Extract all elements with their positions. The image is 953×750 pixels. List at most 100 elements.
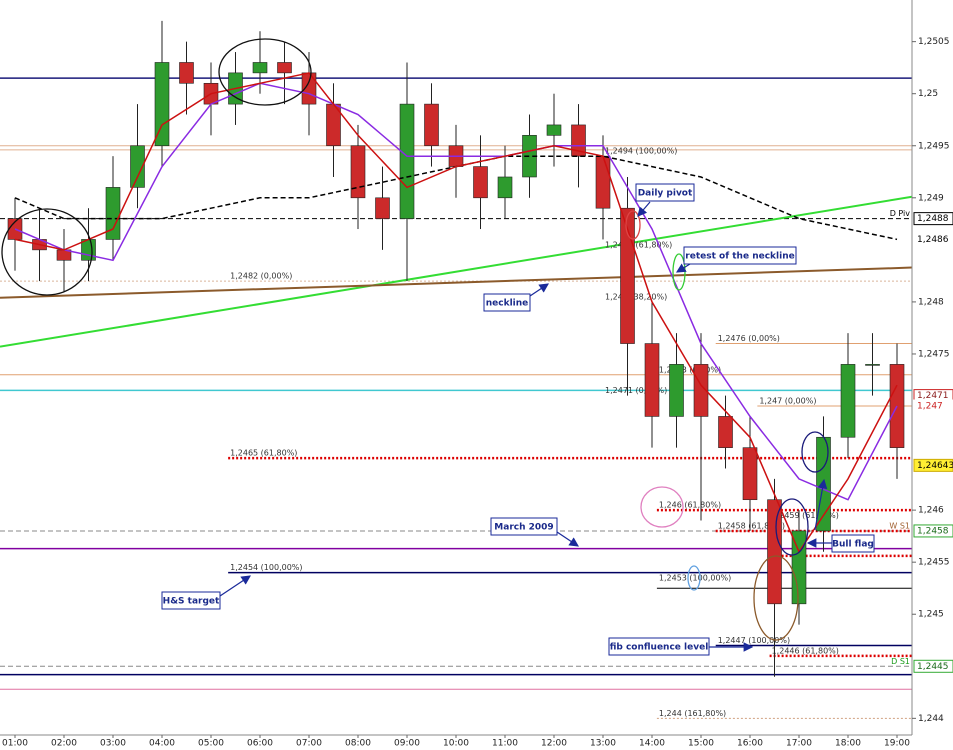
price-tag-label: 1,24643	[917, 461, 953, 471]
fib-label: 1,2458 (61,80%)	[718, 521, 785, 530]
callout-text: retest of the neckline	[685, 252, 794, 262]
trendline	[0, 266, 913, 299]
candle-body	[81, 239, 96, 261]
candle-body	[473, 166, 488, 199]
candle-body	[179, 62, 194, 84]
plot-area: 1,2494 (100,00%) 1,2482 (0,00%) 1,2485 (61…	[0, 20, 913, 719]
x-tick-label: 15:00	[688, 739, 714, 749]
moving-average	[14, 72, 898, 554]
candle-body	[277, 62, 292, 74]
highlight-ellipse	[218, 38, 312, 106]
right-axis-bg	[912, 0, 953, 750]
candle-body	[375, 197, 390, 219]
fib-label: 1,2471 (0,00%)	[605, 386, 667, 395]
candle-body	[350, 145, 366, 199]
highlight-ellipse	[775, 498, 809, 556]
candle-body	[840, 364, 856, 438]
candle-body	[424, 103, 439, 147]
fib-label: 1,2482 (0,00%)	[230, 272, 292, 281]
highlight-ellipse	[801, 431, 829, 473]
y-tick-label: 1,25	[918, 89, 938, 99]
candle-body	[742, 447, 758, 501]
fib-label: 1,2454 (100,00%)	[230, 563, 302, 572]
highlight-ellipse	[640, 486, 684, 528]
callout-arrow	[529, 283, 549, 297]
callout-arrow	[637, 201, 651, 217]
x-tick-label: 10:00	[443, 739, 469, 749]
price-tag-label: 1,247	[917, 402, 943, 412]
x-tick-label: 17:00	[786, 739, 812, 749]
candle-body	[669, 364, 684, 417]
fib-label: 1,2476 (0,00%)	[718, 334, 780, 343]
y-tick-label: 1,2495	[918, 141, 950, 151]
callout-box	[683, 246, 797, 265]
candle-body	[644, 343, 660, 417]
candle-body	[546, 124, 562, 136]
x-tick-label: 02:00	[51, 739, 77, 749]
callout-box	[161, 591, 221, 610]
highlight-ellipse	[753, 555, 799, 641]
candle-body	[767, 499, 782, 605]
candle-body	[865, 364, 880, 366]
trendline	[0, 195, 913, 348]
candle-body	[693, 364, 709, 417]
x-tick-label: 13:00	[590, 739, 616, 749]
x-tick-label: 03:00	[100, 739, 126, 749]
x-tick-label: 05:00	[198, 739, 224, 749]
moving-average	[14, 82, 898, 501]
callout-box	[635, 183, 695, 202]
price-tag	[913, 212, 953, 226]
price-tag-label: 1,2488	[917, 214, 949, 224]
fib-label: 1,247 (0,00%)	[759, 397, 816, 406]
level-tag: D S1	[891, 657, 910, 666]
price-tag-label: 1,2458	[917, 526, 949, 536]
candle-body	[718, 416, 733, 448]
highlight-ellipse	[625, 210, 641, 240]
y-tick-label: 1,246	[918, 506, 944, 516]
y-tick-label: 1,249	[918, 193, 944, 203]
level-tag: D Piv	[890, 209, 911, 218]
y-tick-label: 1,245	[918, 610, 944, 620]
y-tick-label: 1,244	[918, 714, 944, 724]
callout-box	[490, 517, 558, 536]
callout-arrow	[675, 263, 691, 273]
price-tag-label: 1,2471	[917, 391, 949, 401]
candle-body	[130, 145, 145, 188]
x-tick-label: 09:00	[394, 739, 420, 749]
callout-text: fib confluence level	[610, 643, 709, 653]
fib-label: 1,244 (161,80%)	[659, 709, 726, 718]
x-tick-label: 14:00	[639, 739, 665, 749]
price-tag-label: 1,2445	[917, 662, 949, 672]
price-tag-label: 1,2486	[917, 235, 949, 245]
x-tick-label: 12:00	[541, 739, 567, 749]
callout-text: March 2009	[494, 523, 553, 533]
fib-label: 1,2453 (100,00%)	[659, 574, 731, 583]
candle-body	[252, 62, 268, 74]
price-tag	[913, 458, 953, 472]
fib-label: 1,2494 (100,00%)	[605, 147, 677, 156]
x-tick-label: 16:00	[737, 739, 763, 749]
fib-label: 1,248 (38,20%)	[605, 292, 667, 301]
y-tick-label: 1,2475	[918, 349, 950, 359]
bottom-axis-bg	[0, 735, 953, 750]
fib-label: 1,2447 (100,00%)	[718, 636, 790, 645]
candle-body	[301, 72, 317, 105]
x-tick-label: 07:00	[296, 739, 322, 749]
callout-text: Daily pivot	[638, 189, 693, 199]
x-tick-label: 04:00	[149, 739, 175, 749]
x-tick-label: 18:00	[835, 739, 861, 749]
x-tick-label: 01:00	[2, 739, 28, 749]
fib-label: 1,2485 (61,80%)	[605, 240, 672, 249]
callout-text: Bull flag	[832, 540, 874, 550]
price-tag	[913, 399, 953, 413]
x-tick-label: 06:00	[247, 739, 273, 749]
y-tick-label: 1,2455	[918, 558, 950, 568]
callout-text: H&S target	[163, 597, 220, 607]
level-tag: W S1	[889, 521, 910, 530]
price-tag	[913, 232, 953, 246]
price-tag	[913, 524, 953, 538]
candle-body	[571, 124, 586, 157]
fib-label: 1,2465 (61,80%)	[230, 449, 297, 458]
fib-label: 1,2446 (61,80%)	[772, 646, 839, 655]
